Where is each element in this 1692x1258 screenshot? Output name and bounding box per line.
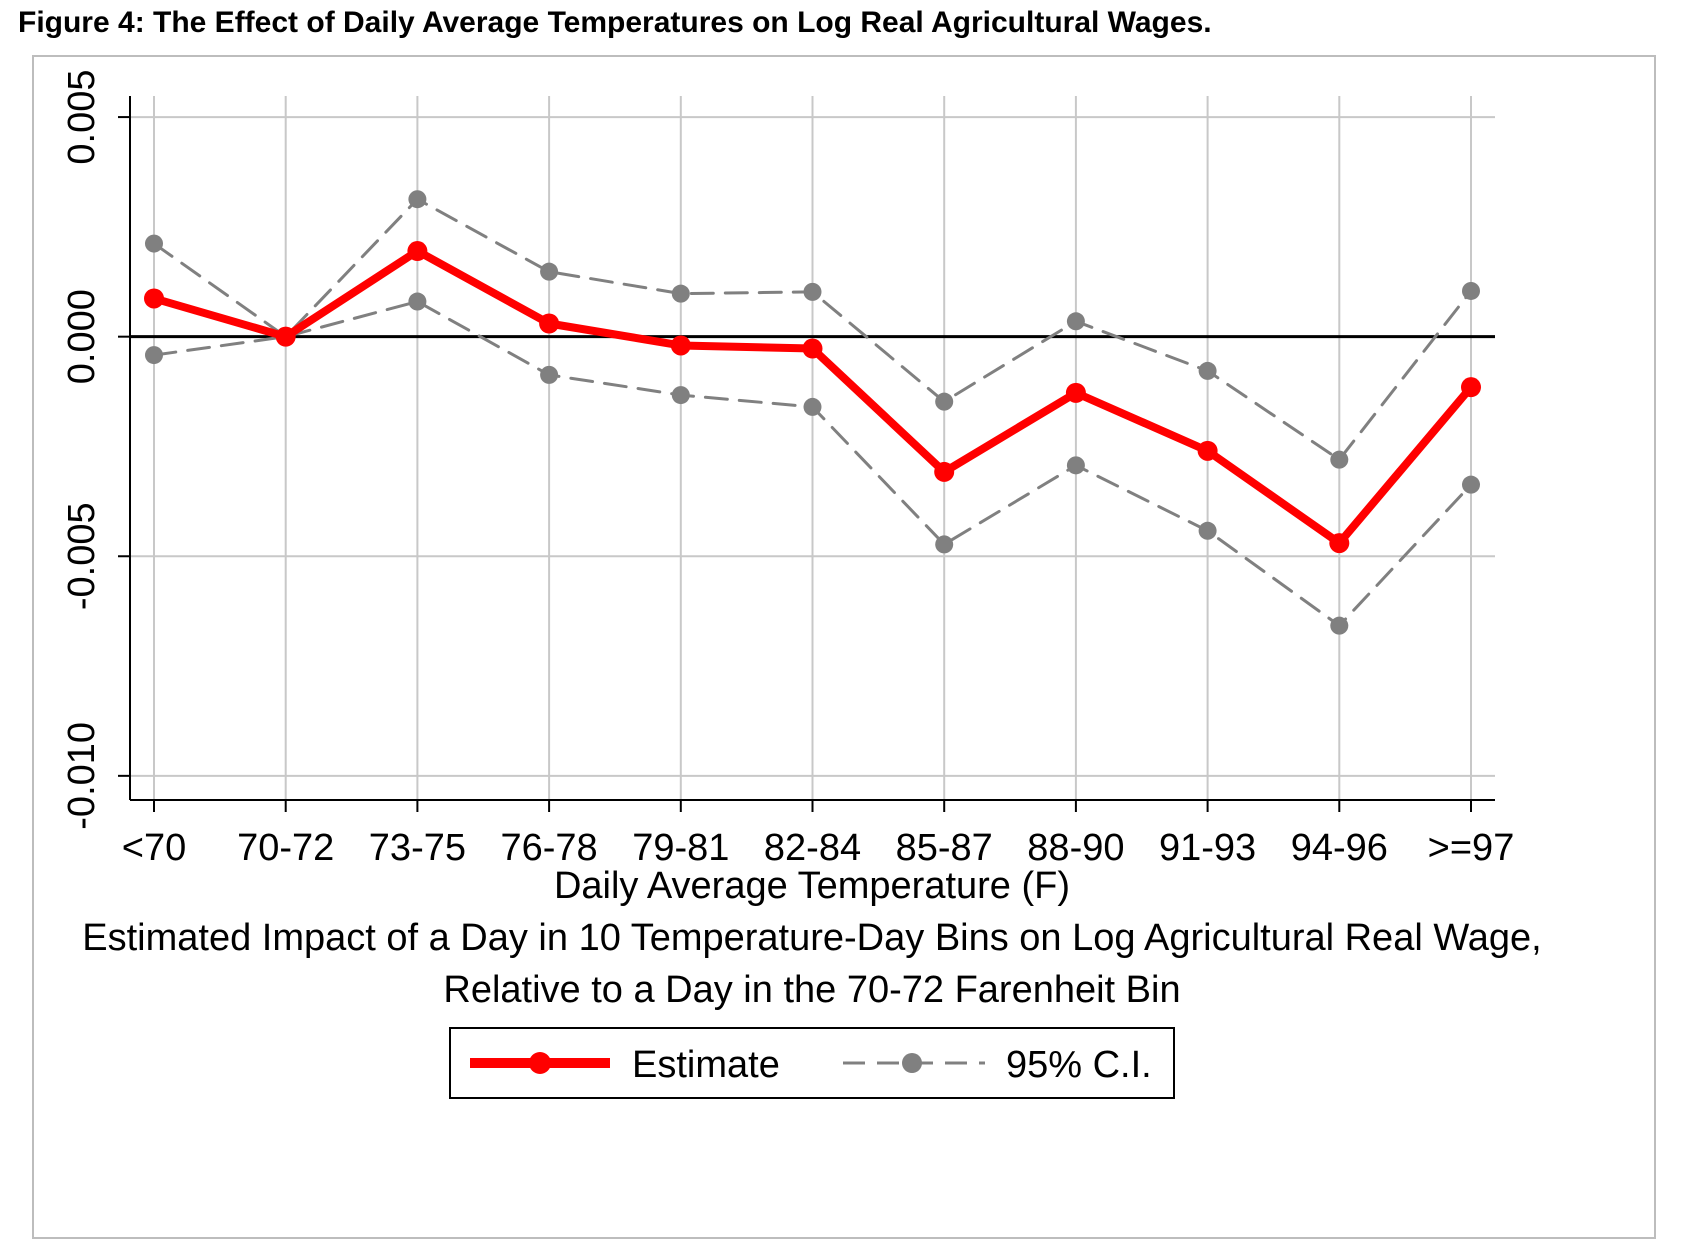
estimate-point [407,241,428,262]
x-tick-label: 82-84 [764,827,861,869]
ci-lower-point [803,397,822,416]
ci-lower-point [935,535,954,554]
ci-upper-point [671,284,690,303]
ci-upper-point [1330,450,1349,469]
legend-ci-marker [902,1053,922,1073]
legend-estimate-marker [529,1052,551,1074]
ci-lower-point [1066,456,1085,475]
ci-upper-point [1066,312,1085,331]
y-tick-label: 0.000 [61,289,103,384]
series-layer [144,190,1481,635]
ci-lower-point [145,346,163,365]
estimate-point [1197,440,1218,461]
estimate-point [934,461,955,482]
x-axis-title: Daily Average Temperature (F) [554,865,1070,907]
estimate-point [539,313,560,334]
x-tick-label: 85-87 [896,827,993,869]
ci-lower-point [1330,616,1349,635]
ci-upper-point [803,282,822,301]
chart-subtitle-line: Relative to a Day in the 70-72 Farenheit… [443,969,1180,1011]
ci-lower-point [1198,521,1217,540]
x-tick-label: 88-90 [1027,827,1124,869]
ci-upper-point [1462,281,1480,300]
x-tick-label: 94-96 [1291,827,1388,869]
legend-ci-label: 95% C.I. [1006,1044,1152,1086]
chart-frame [32,55,1656,1239]
estimate-point [802,338,823,359]
ci-upper-point [145,234,163,253]
ci-upper-point [408,190,427,209]
x-tick-label: 73-75 [369,827,466,869]
grid-lines [130,96,1495,800]
legend-estimate-label: Estimate [632,1044,780,1086]
x-tick-label: 79-81 [632,827,729,869]
estimate-point [144,288,164,309]
legend: Estimate 95% C.I. [449,1027,1175,1099]
x-tick-label: 70-72 [237,827,334,869]
estimate-point [1461,377,1481,398]
x-tick-label: >=97 [1428,827,1515,869]
x-tick-label: <70 [122,827,186,869]
x-tick-label: 76-78 [500,827,597,869]
ci-upper-point [935,392,954,411]
estimate-point [275,326,296,347]
estimate-point [670,335,691,356]
ci-lower-point [671,386,690,405]
y-tick-label: -0.005 [61,502,103,610]
estimate-point [1329,533,1350,554]
ci-lower-point [408,292,427,311]
y-tick-label: 0.005 [61,70,103,165]
ci-lower-point [540,365,559,384]
ci-upper-point [540,262,559,281]
x-tick-label: 91-93 [1159,827,1256,869]
ci-upper-point [1198,361,1217,380]
axes [118,96,1495,812]
axis-labels: 0.005 0.000 -0.005 -0.010 <70 70-72 73-75 76-78… [61,70,1542,1011]
y-tick-label: -0.010 [61,722,103,830]
estimate-point [1065,382,1086,403]
figure-title: Figure 4: The Effect of Daily Average Te… [18,6,1212,39]
ci-lower-point [1462,475,1480,494]
chart-subtitle-line: Estimated Impact of a Day in 10 Temperat… [82,917,1542,959]
